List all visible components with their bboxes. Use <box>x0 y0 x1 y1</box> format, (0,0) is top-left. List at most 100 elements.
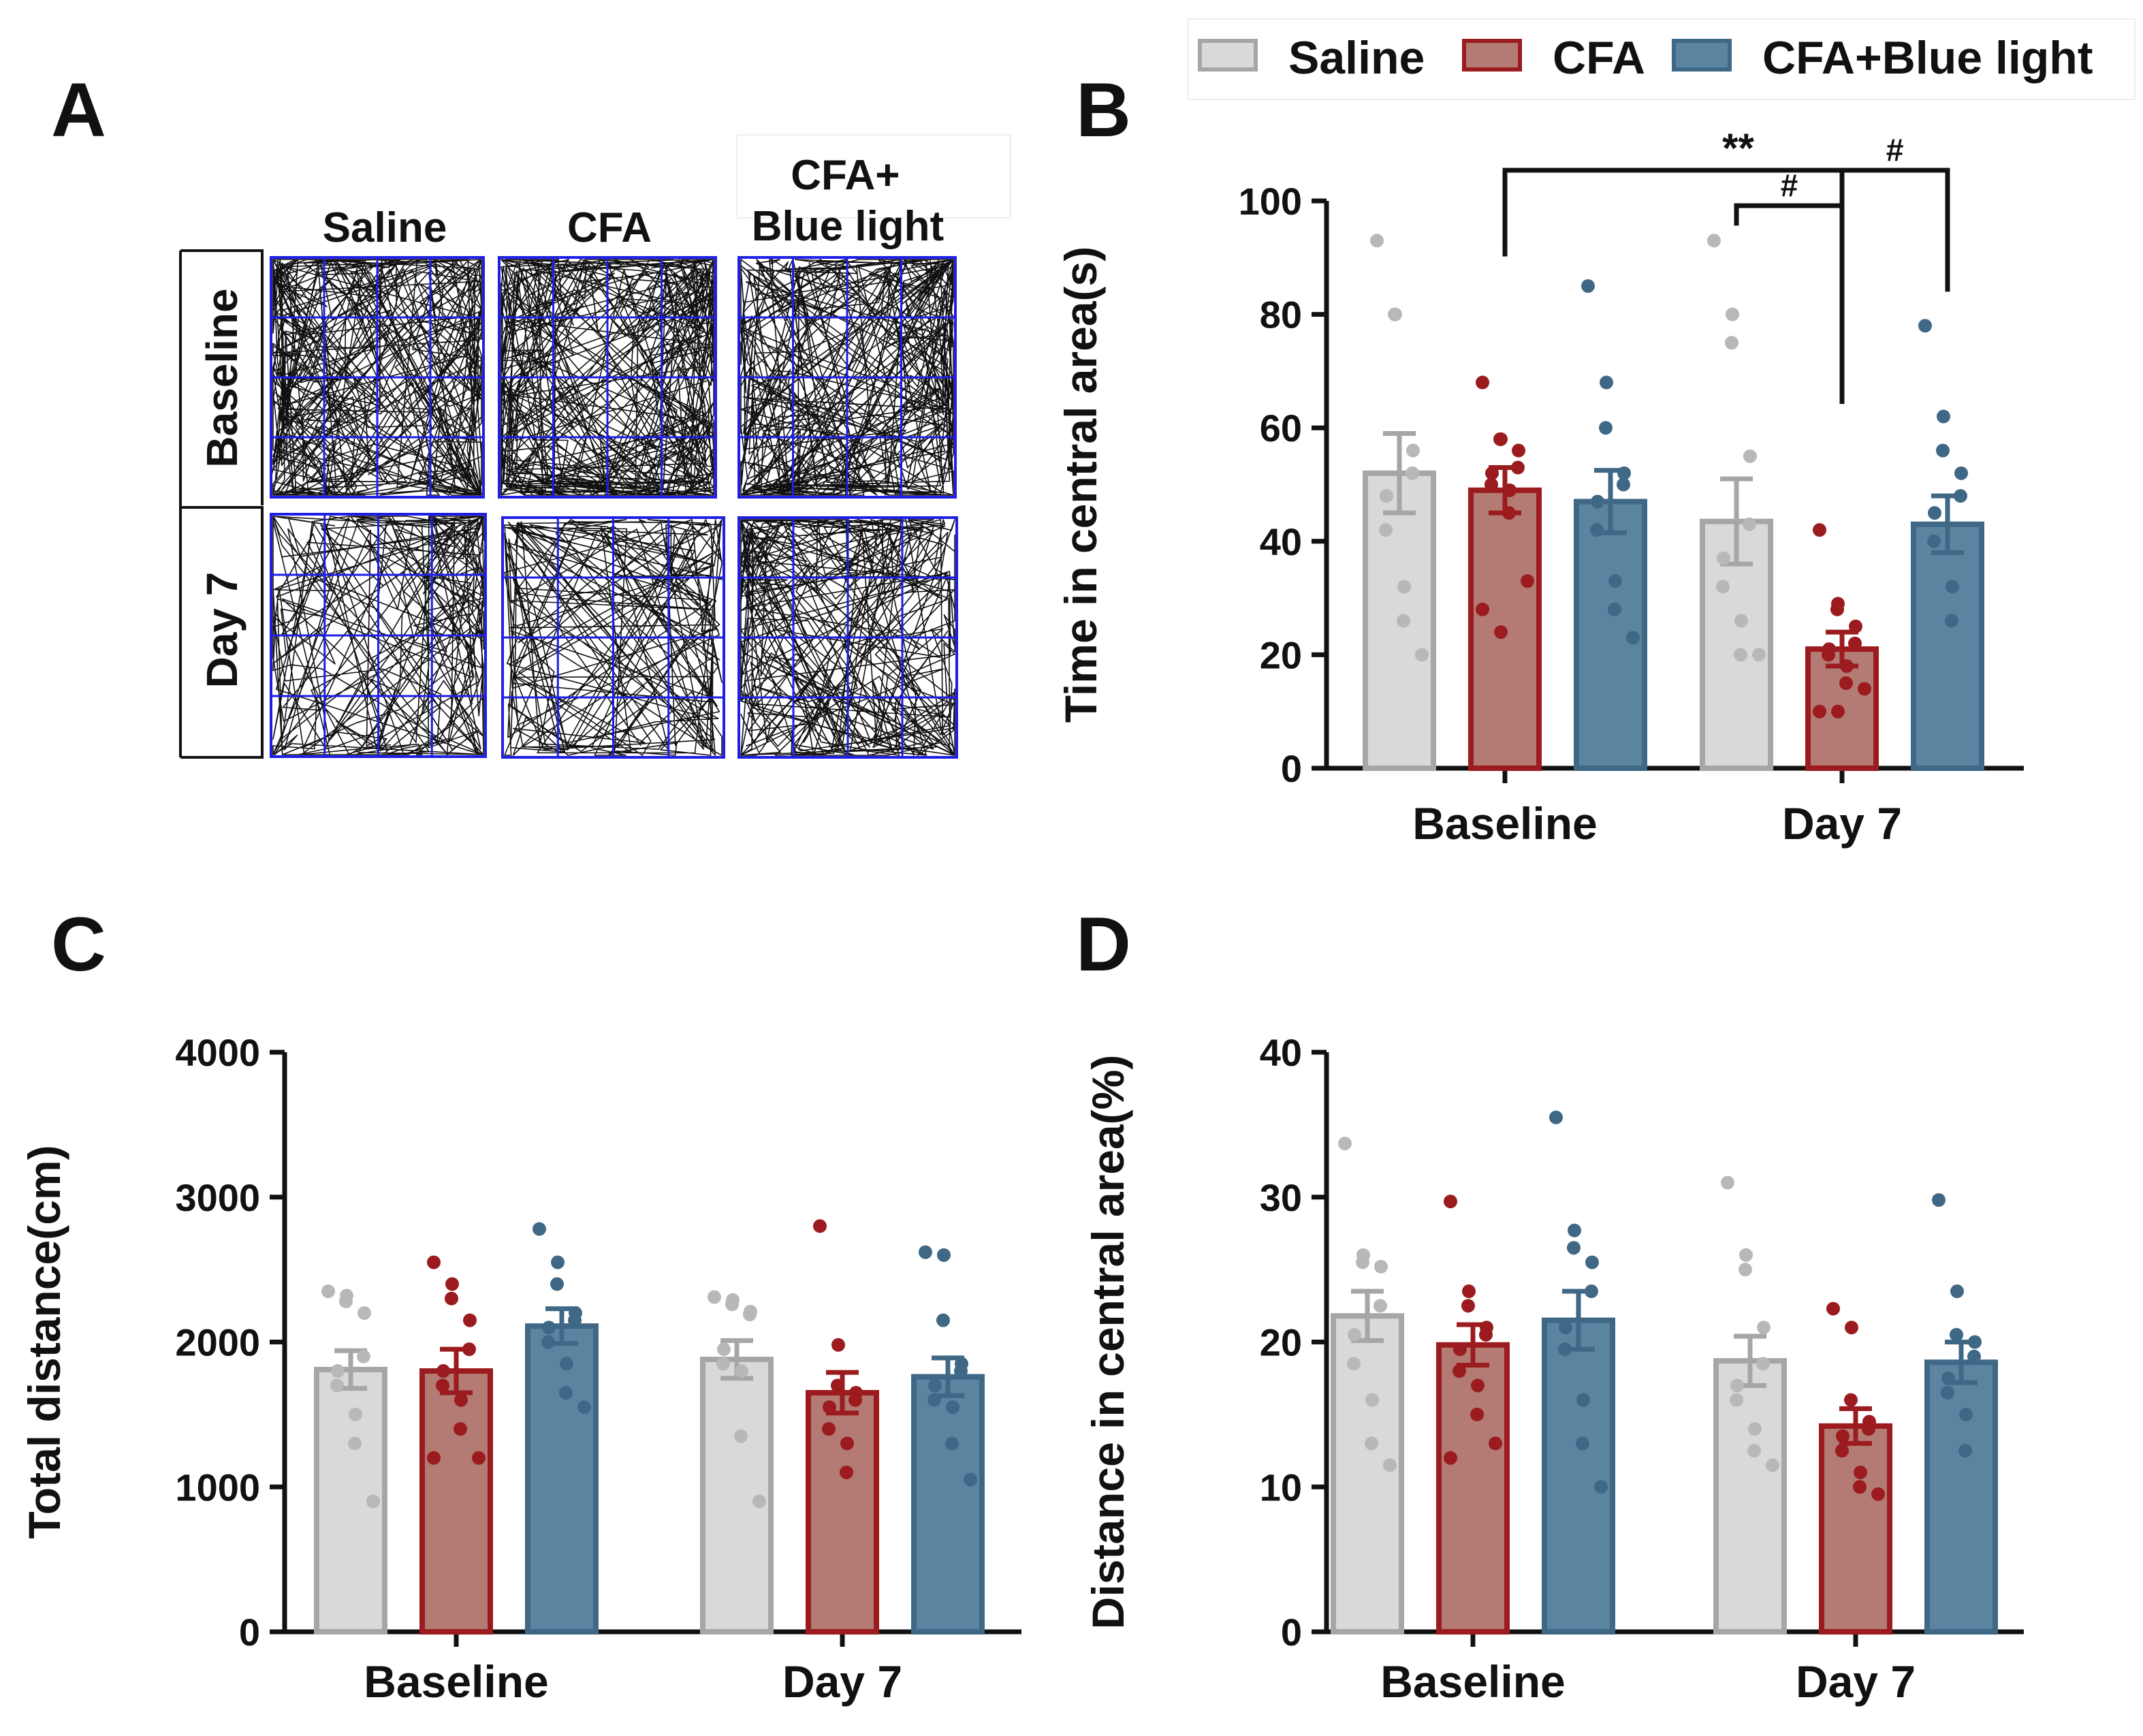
data-point <box>848 1393 862 1407</box>
data-point <box>1918 319 1932 333</box>
y-tick-label: 1000 <box>175 1466 260 1509</box>
data-point <box>436 1364 450 1378</box>
data-point <box>1567 1241 1581 1255</box>
data-point <box>954 1364 968 1378</box>
data-point <box>1502 506 1516 520</box>
data-point <box>1383 1458 1397 1472</box>
data-point <box>1462 1284 1476 1299</box>
data-point <box>366 1494 380 1509</box>
data-point <box>1958 1444 1972 1458</box>
data-point <box>1511 460 1525 475</box>
legend-label-saline: Saline <box>1288 32 1425 84</box>
significance-label: # <box>1886 132 1904 168</box>
bar <box>1819 1423 1892 1635</box>
data-point <box>1388 307 1401 321</box>
data-point <box>937 1248 951 1262</box>
data-point <box>1374 1259 1388 1274</box>
data-point <box>358 1306 371 1320</box>
panel-label-d: D <box>1076 902 1131 987</box>
data-point <box>1959 1407 1973 1421</box>
data-point <box>1406 443 1420 458</box>
legend-label-cfa-blue-light: CFA+Blue light <box>1762 32 2093 84</box>
data-point <box>1756 1357 1770 1371</box>
data-point <box>357 1349 370 1363</box>
data-point <box>1365 1393 1379 1407</box>
data-point <box>1453 1364 1466 1378</box>
data-point <box>1600 375 1613 390</box>
data-point <box>1743 449 1757 463</box>
data-point <box>1380 489 1393 503</box>
y-tick-label: 3000 <box>175 1176 260 1219</box>
trajectory <box>740 519 955 756</box>
y-tick-label: 0 <box>239 1611 260 1654</box>
data-point <box>1844 1393 1858 1407</box>
panel-a-trajectories: Saline CFA CFA+ Blue light Baseline Day … <box>179 134 1011 759</box>
row-label-baseline: Baseline <box>197 288 247 467</box>
data-point <box>463 1313 477 1327</box>
panel-label-c: C <box>51 902 106 987</box>
data-point <box>1748 1422 1762 1436</box>
significance-bracket <box>1842 168 1950 292</box>
data-point <box>1348 1327 1361 1342</box>
data-point <box>1397 614 1410 628</box>
significance-bracket <box>1734 203 1842 226</box>
data-point <box>1415 648 1429 662</box>
data-point <box>330 1378 344 1393</box>
significance-label: # <box>1781 168 1798 203</box>
data-point <box>1370 234 1384 248</box>
bar <box>1436 1342 1510 1635</box>
data-point <box>831 1338 845 1352</box>
data-point <box>1725 336 1739 350</box>
data-point <box>1967 1349 1981 1363</box>
data-point <box>1379 523 1393 537</box>
data-point <box>1374 1299 1387 1313</box>
data-point <box>1594 1480 1608 1494</box>
data-point <box>1849 619 1862 633</box>
data-point <box>436 1378 449 1393</box>
data-point <box>551 1255 565 1269</box>
trajectory <box>271 259 482 496</box>
data-point <box>1822 648 1835 662</box>
data-point <box>1937 409 1950 424</box>
data-point <box>1338 1137 1352 1151</box>
panel-label-a: A <box>51 67 106 153</box>
x-tick-label: Day 7 <box>782 1656 902 1707</box>
data-point <box>936 1313 950 1327</box>
data-point <box>725 1297 739 1312</box>
y-axis-title: Total distance(cm) <box>19 1145 69 1538</box>
data-point <box>1444 1451 1457 1465</box>
data-point <box>1453 1342 1467 1357</box>
data-point <box>1485 466 1499 480</box>
data-point <box>1858 682 1871 696</box>
data-point <box>1743 517 1756 531</box>
data-point <box>1950 1327 1963 1342</box>
y-tick-label: 40 <box>1260 1031 1302 1074</box>
legend-frame <box>1188 18 2136 100</box>
data-point <box>1406 466 1419 480</box>
data-point <box>1726 307 1739 321</box>
data-point <box>1950 1284 1964 1299</box>
data-point <box>427 1451 441 1465</box>
legend-swatch-cfa <box>1462 39 1522 72</box>
data-point <box>743 1308 757 1322</box>
bar <box>1331 1313 1404 1635</box>
data-point <box>339 1294 353 1308</box>
y-tick-label: 80 <box>1260 294 1302 336</box>
bar <box>419 1368 493 1635</box>
bar <box>1542 1317 1615 1635</box>
data-point <box>1928 506 1941 520</box>
data-point <box>1757 1321 1771 1335</box>
column-label-cfa-blue-light: CFA+ Blue light <box>752 152 944 250</box>
data-point <box>946 1400 959 1415</box>
data-point <box>472 1451 486 1465</box>
column-label-line1: CFA+ <box>791 152 900 199</box>
data-point <box>1365 1436 1378 1451</box>
data-point <box>1503 483 1517 497</box>
bar <box>1700 518 1773 772</box>
data-point <box>1739 1263 1752 1277</box>
data-point <box>1576 1393 1590 1407</box>
data-point <box>1568 1223 1581 1237</box>
x-tick-label: Baseline <box>1412 798 1597 849</box>
panel-c-total-distance: 0 1000 2000 3000 4000 Total distance(cm) Basel… <box>19 1031 1021 1707</box>
